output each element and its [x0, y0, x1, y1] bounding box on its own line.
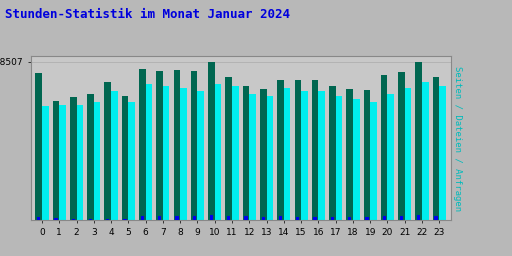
Bar — [279, 216, 282, 220]
Bar — [400, 216, 403, 220]
Bar — [336, 96, 342, 220]
Bar — [249, 93, 256, 220]
Bar — [111, 91, 118, 220]
Bar — [370, 102, 377, 220]
Bar — [225, 77, 232, 220]
Bar — [353, 99, 359, 220]
Bar — [158, 216, 161, 220]
Bar — [331, 217, 334, 220]
Bar — [42, 106, 49, 220]
Bar — [301, 91, 308, 220]
Bar — [278, 80, 284, 220]
Bar — [294, 80, 301, 220]
Bar — [417, 216, 420, 220]
Bar — [54, 218, 57, 220]
Bar — [215, 84, 221, 220]
Bar — [163, 86, 169, 220]
Bar — [405, 88, 411, 220]
Bar — [365, 217, 369, 220]
Bar — [145, 84, 152, 220]
Bar — [139, 69, 145, 220]
Bar — [210, 215, 213, 220]
Bar — [106, 219, 110, 220]
Bar — [434, 216, 438, 220]
Bar — [175, 216, 179, 220]
Bar — [312, 80, 318, 220]
Bar — [244, 216, 248, 220]
Bar — [313, 217, 317, 220]
Bar — [439, 86, 446, 220]
Bar — [122, 96, 129, 220]
Bar — [72, 219, 75, 220]
Bar — [318, 91, 325, 220]
Bar — [227, 216, 230, 220]
Bar — [180, 88, 187, 220]
Bar — [284, 88, 290, 220]
Bar — [388, 93, 394, 220]
Bar — [37, 217, 40, 220]
Bar — [104, 82, 111, 220]
Bar — [191, 71, 198, 220]
Text: Stunden-Statistik im Monat Januar 2024: Stunden-Statistik im Monat Januar 2024 — [5, 8, 290, 21]
Bar — [243, 86, 249, 220]
Bar — [76, 105, 83, 220]
Bar — [198, 91, 204, 220]
Bar — [129, 102, 135, 220]
Bar — [89, 219, 92, 220]
Y-axis label: Seiten / Dateien / Anfragen: Seiten / Dateien / Anfragen — [453, 66, 462, 211]
Bar — [267, 96, 273, 220]
Bar — [87, 93, 94, 220]
Bar — [296, 217, 300, 220]
Bar — [348, 217, 351, 220]
Bar — [422, 82, 429, 220]
Bar — [398, 72, 405, 220]
Bar — [262, 217, 265, 220]
Bar — [415, 62, 422, 220]
Bar — [193, 216, 196, 220]
Bar — [123, 219, 126, 220]
Bar — [381, 75, 388, 220]
Bar — [208, 62, 215, 220]
Bar — [382, 216, 386, 220]
Bar — [141, 216, 144, 220]
Bar — [156, 71, 163, 220]
Bar — [94, 102, 100, 220]
Bar — [174, 70, 180, 220]
Bar — [329, 86, 336, 220]
Bar — [70, 97, 76, 220]
Bar — [364, 90, 370, 220]
Bar — [59, 105, 66, 220]
Bar — [232, 86, 239, 220]
Bar — [53, 101, 59, 220]
Bar — [347, 89, 353, 220]
Bar — [35, 73, 42, 220]
Bar — [260, 89, 267, 220]
Bar — [433, 77, 439, 220]
